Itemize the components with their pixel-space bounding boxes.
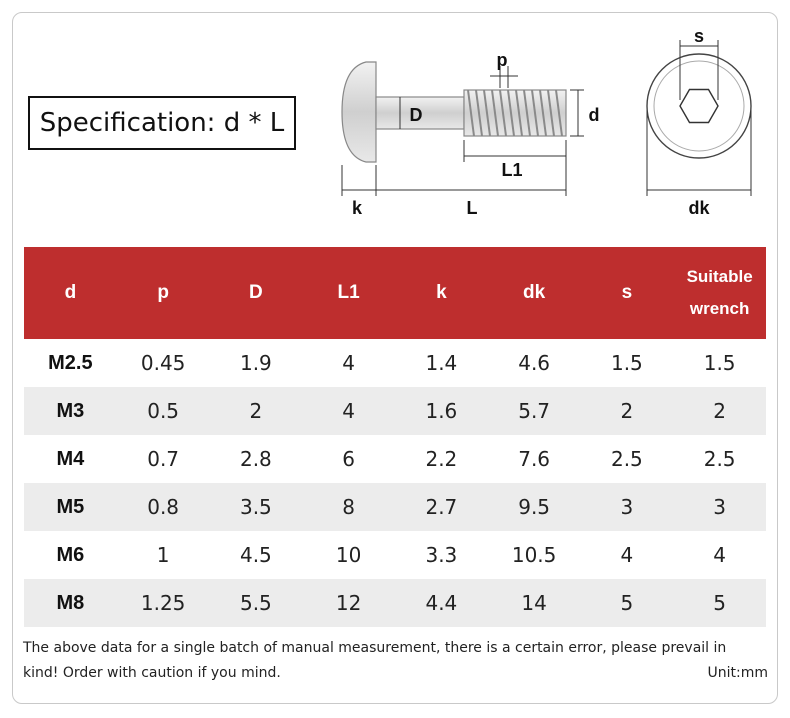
header-s: s xyxy=(580,247,674,339)
header-d: d xyxy=(24,247,117,339)
table-row: M4 0.7 2.8 6 2.2 7.6 2.5 2.5 xyxy=(56,447,736,471)
table-row: M2.5 0.45 1.9 4 1.4 4.6 1.5 1.5 xyxy=(48,351,736,375)
table-header-row: d p D L1 k dk s Suitable wrench xyxy=(24,247,766,339)
unit-label: Unit:mm xyxy=(707,665,769,681)
measurement-note: The above data for a single batch of man… xyxy=(23,640,727,681)
table-row: M6 1 4.5 10 3.3 10.5 4 4 xyxy=(56,543,726,567)
header-suitable-wrench: Suitable wrench xyxy=(673,247,766,339)
table-row: M8 1.25 5.5 12 4.4 14 5 5 xyxy=(24,579,766,627)
label-L: L xyxy=(467,198,478,218)
table-row: M5 0.8 3.5 8 2.7 9.5 3 3 xyxy=(24,483,766,531)
label-k: k xyxy=(352,198,363,218)
label-s: s xyxy=(694,26,704,46)
dimension-lines xyxy=(341,66,584,196)
label-dk: dk xyxy=(688,198,710,218)
specification-table: d p D L1 k dk s Suitable wrench M2.5 0.4… xyxy=(24,247,766,627)
label-D: D xyxy=(410,105,423,125)
label-L1: L1 xyxy=(501,160,522,180)
hex-socket xyxy=(679,88,719,124)
header-dk: dk xyxy=(487,247,581,339)
header-D: D xyxy=(209,247,303,339)
header-k: k xyxy=(395,247,488,339)
header-L1: L1 xyxy=(302,247,395,339)
header-p: p xyxy=(116,247,210,339)
label-d: d xyxy=(589,105,600,125)
specification-label: Specification: d * L xyxy=(28,96,296,150)
table-row: M3 0.5 2 4 1.6 5.7 2 2 xyxy=(24,387,766,435)
screw-head xyxy=(341,61,377,163)
screw-shank xyxy=(375,96,465,130)
screw-dimension-drawing: p D d L1 k L s dk xyxy=(341,26,752,218)
label-p: p xyxy=(497,50,508,70)
thread-lines xyxy=(467,89,563,137)
